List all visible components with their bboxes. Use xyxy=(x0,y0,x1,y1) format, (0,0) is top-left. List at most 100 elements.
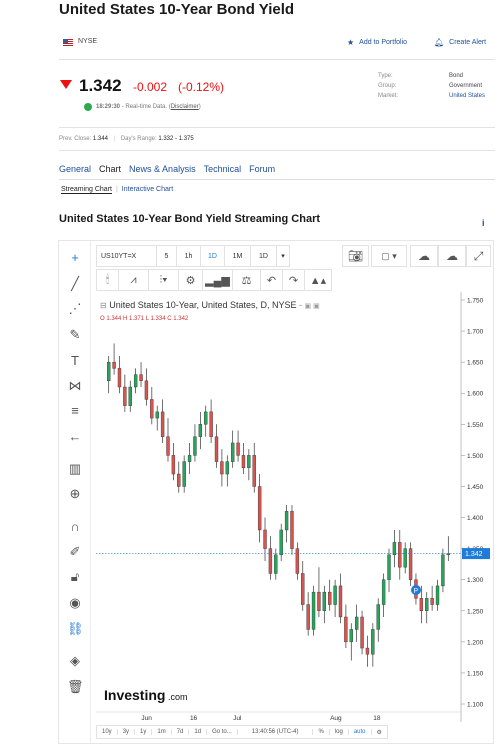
trend-line-icon[interactable]: ╱ xyxy=(71,276,79,291)
link-icon[interactable]: ⛓ xyxy=(67,621,84,636)
measure-icon[interactable]: ▥ xyxy=(68,461,82,476)
brand-logo: Investing xyxy=(104,687,165,703)
bell-icon: 🔔︎ xyxy=(434,38,445,47)
settings-gear-icon[interactable]: ⚙ xyxy=(376,729,382,736)
candle-body xyxy=(284,511,289,531)
lock-icon[interactable]: 🔓︎ xyxy=(70,569,80,584)
x-tick-label: Jul xyxy=(233,715,242,722)
text-tool-icon[interactable]: T xyxy=(71,353,79,368)
collapse-icon[interactable]: ⊟ xyxy=(100,301,107,310)
color-picker-button[interactable]: ▢ ▾ xyxy=(371,245,407,267)
clock-readout: 13:40:56 (UTC-4) xyxy=(238,729,314,735)
scale-icon[interactable]: ⚖ xyxy=(233,270,261,290)
tab-technical[interactable]: Technical xyxy=(203,164,242,174)
candle-body xyxy=(252,455,256,487)
info-icon[interactable]: i xyxy=(482,218,485,228)
back-arrow-icon[interactable]: ← xyxy=(68,429,82,444)
stats-row: Prev. Close: 1.344 | Day's Range: 1.332 … xyxy=(59,136,194,142)
candle-body xyxy=(381,579,386,605)
undo-icon[interactable]: ↶ xyxy=(261,270,283,290)
trash-icon[interactable]: 🗑︎ xyxy=(67,679,84,694)
interval-dropdown[interactable]: 1D xyxy=(251,246,277,266)
candle-body xyxy=(193,436,197,456)
y-tick-label: 1.300 xyxy=(467,577,484,584)
cloud-load-icon[interactable]: ☁ xyxy=(410,245,438,267)
layers-icon[interactable]: ◈ xyxy=(70,653,80,668)
indicators-icon[interactable]: ⫶▾ xyxy=(149,270,179,290)
candle-body xyxy=(214,436,219,462)
settings-gear-icon[interactable]: ⚙ xyxy=(179,270,203,290)
candle-body xyxy=(171,455,176,475)
camera-icon[interactable]: 📷︎ xyxy=(342,245,369,267)
interval-1m[interactable]: 1M xyxy=(225,246,251,266)
symbol-input[interactable]: US10YT=X xyxy=(97,246,157,266)
dividend-marker[interactable]: P xyxy=(411,585,421,595)
tab-forum[interactable]: Forum xyxy=(249,164,276,174)
tab-chart[interactable]: Chart xyxy=(99,164,122,174)
candle-body xyxy=(166,436,170,456)
drawing-toolbar: + ╱ ⋰ ✎ T ⋈ ≡ ← ▥ ⊕ ∩ ✐ 🔓︎ ◉ ⛓ ◈ 🗑︎ xyxy=(59,241,91,743)
percent-toggle[interactable]: % xyxy=(313,729,330,735)
create-alert-label: Create Alert xyxy=(449,39,487,46)
candle-body xyxy=(268,548,273,574)
candle-body xyxy=(333,585,337,605)
y-tick-label: 1.100 xyxy=(467,702,484,709)
studies-icon[interactable]: ▂▄▆ xyxy=(203,270,233,290)
range-1y[interactable]: 1y xyxy=(135,729,153,735)
range-1d[interactable]: 1d xyxy=(189,729,208,735)
pitchfork-icon[interactable]: ⋰ xyxy=(68,301,82,316)
interval-5[interactable]: 5 xyxy=(157,246,177,266)
cloud-save-icon[interactable]: ☁ xyxy=(438,245,466,267)
brush-icon[interactable]: ✎ xyxy=(69,327,81,342)
market-value-link[interactable]: United States xyxy=(449,93,486,99)
auto-toggle[interactable]: auto xyxy=(349,729,372,735)
group-label: Group: xyxy=(378,83,397,89)
range-7d[interactable]: 7d xyxy=(172,729,190,735)
exchange-label: NYSE xyxy=(78,38,98,45)
range-10y[interactable]: 10y xyxy=(97,729,118,735)
interval-1h[interactable]: 1h xyxy=(177,246,201,266)
tab-general[interactable]: General xyxy=(59,164,92,174)
legend-settings-icon[interactable]: ▣ ▣ xyxy=(304,303,320,310)
alert-icon[interactable]: ▲▴ xyxy=(309,274,327,287)
high-value: 1.371 xyxy=(129,316,145,322)
add-to-portfolio-button[interactable]: ★ Add to Portfolio xyxy=(347,38,407,47)
candle-body xyxy=(430,598,434,605)
chevron-down-icon[interactable]: ▾ xyxy=(281,253,285,260)
candle-body xyxy=(204,411,208,425)
candle-body xyxy=(435,585,440,605)
market-label: Market: xyxy=(378,93,399,99)
crosshair-icon[interactable]: + xyxy=(71,250,79,265)
eye-icon[interactable]: ◉ xyxy=(69,595,81,610)
disclaimer-link[interactable]: Disclaimer xyxy=(170,104,199,110)
draw-lock-icon[interactable]: ✐ xyxy=(69,544,81,559)
pattern-icon[interactable]: ⋈ xyxy=(68,378,82,393)
y-tick-label: 1.600 xyxy=(467,391,484,398)
subtab-interactive-chart[interactable]: Interactive Chart xyxy=(121,186,174,193)
candle-body xyxy=(371,629,375,655)
tab-news-analysis[interactable]: News & Analysis xyxy=(129,164,196,174)
subtab-streaming-chart[interactable]: Streaming Chart xyxy=(61,186,112,194)
fullscreen-icon[interactable]: ⤢ xyxy=(466,245,491,267)
zoom-in-icon[interactable]: ⊕ xyxy=(69,486,81,501)
candle-body xyxy=(160,411,165,437)
y-tick-label: 1.150 xyxy=(467,670,484,677)
candle-body xyxy=(155,411,159,419)
range-3y[interactable]: 3y xyxy=(118,729,136,735)
create-alert-button[interactable]: 🔔︎ Create Alert xyxy=(434,38,486,47)
log-toggle[interactable]: log xyxy=(330,729,349,735)
magnet-icon[interactable]: ∩ xyxy=(70,519,80,534)
price-chart[interactable]: 1.750 1.700 1.650 1.600 1.550 1.500 1.450 1.400… xyxy=(96,292,492,722)
redo-icon[interactable]: ↷ xyxy=(283,270,305,290)
legend-name: United States 10-Year, United States, D,… xyxy=(109,300,297,310)
candle-body xyxy=(322,591,327,611)
interval-1d[interactable]: 1D xyxy=(201,246,225,266)
goto-button[interactable]: Go to... xyxy=(207,729,238,735)
candle-body xyxy=(241,455,246,469)
quote-time: 18:29:30 xyxy=(96,104,121,110)
candles-icon[interactable]: 🕯︎ xyxy=(97,270,119,290)
fib-icon[interactable]: ≡ xyxy=(71,403,79,418)
range-1m[interactable]: 1m xyxy=(152,729,172,735)
candle-body xyxy=(387,554,391,580)
compare-icon[interactable]: ⩘ xyxy=(119,270,149,290)
